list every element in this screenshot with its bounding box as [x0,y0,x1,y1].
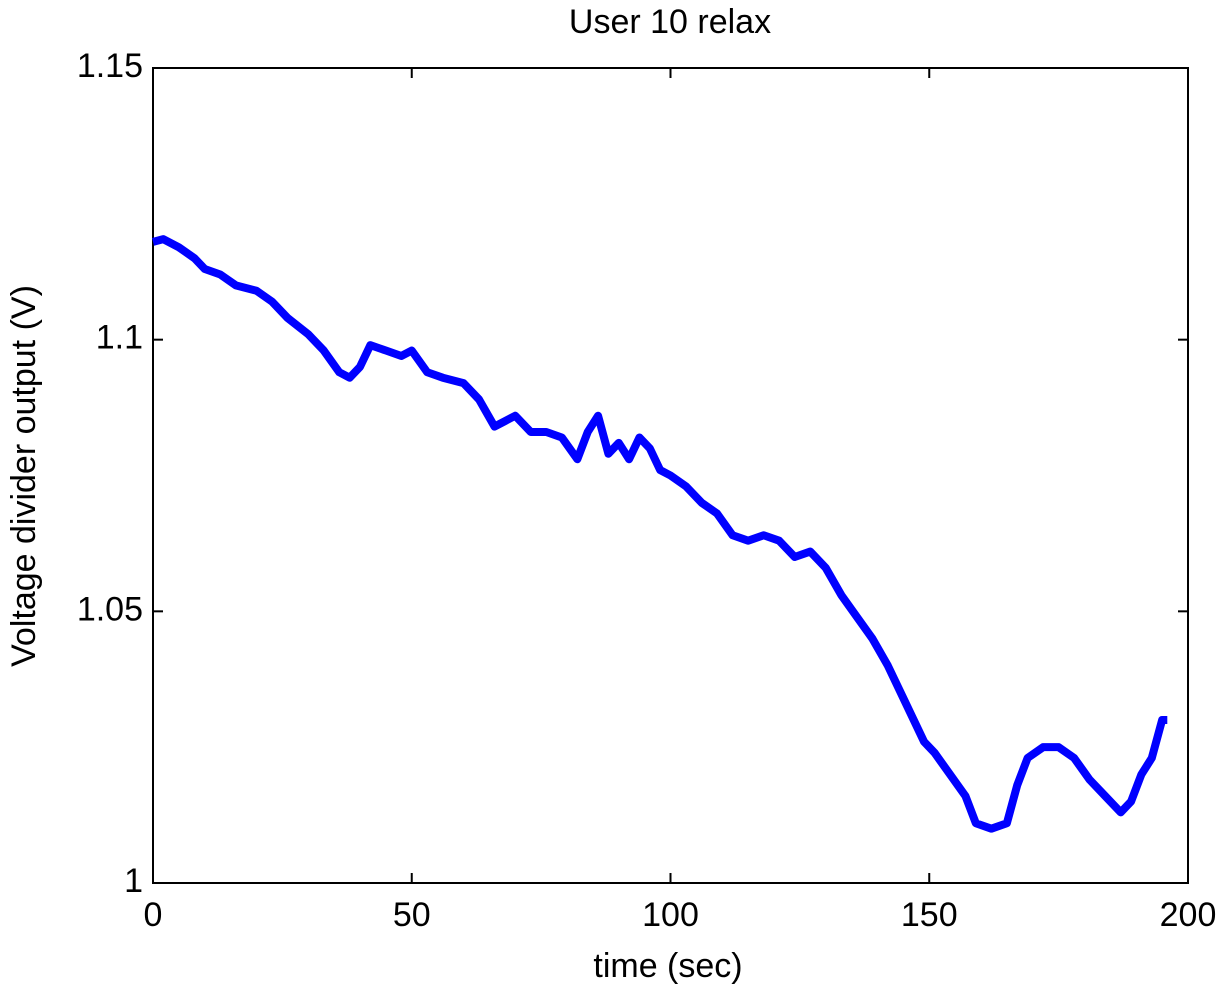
x-tick-label: 200 [1160,896,1217,934]
x-tick-label: 50 [393,896,431,934]
y-tick-label: 1 [124,862,143,900]
y-tick-label: 1.05 [77,590,143,628]
y-tick-label: 1.15 [77,47,143,85]
data-line [151,235,1168,833]
chart-title: User 10 relax [569,3,771,41]
x-tick-label: 0 [144,896,163,934]
x-tick-label: 150 [901,896,958,934]
y-tick-label: 1.1 [96,319,143,357]
x-axis-label: time (sec) [593,947,742,985]
y-axis-label: Voltage divider output (V) [5,285,43,667]
x-tick-label: 100 [642,896,699,934]
